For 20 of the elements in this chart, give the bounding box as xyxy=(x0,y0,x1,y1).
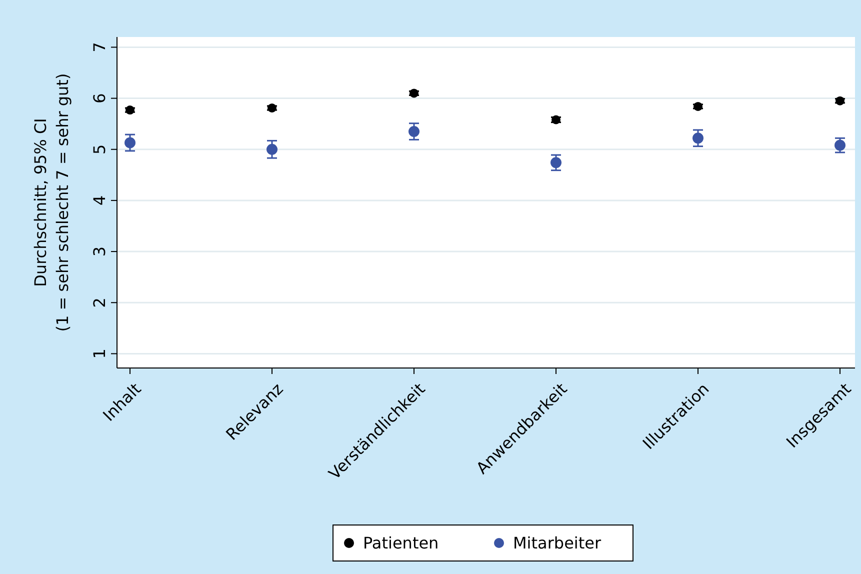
legend-label: Mitarbeiter xyxy=(513,534,602,553)
y-tick-label: 2 xyxy=(90,298,109,308)
point xyxy=(124,137,136,148)
point xyxy=(550,157,562,168)
point xyxy=(266,144,278,155)
y-tick-label: 7 xyxy=(90,42,109,52)
point xyxy=(126,106,134,115)
point xyxy=(408,126,420,137)
y-axis-title: Durchschnitt, 95% CI (1 = sehr schlecht 7 = sehr gut) xyxy=(31,73,72,332)
point xyxy=(694,102,702,111)
y-tick-label: 3 xyxy=(90,246,109,257)
point xyxy=(836,96,844,106)
point xyxy=(410,88,418,98)
legend-label: Patienten xyxy=(363,534,439,553)
y-tick-label: 4 xyxy=(90,195,109,206)
point xyxy=(692,132,704,144)
y-tick-label: 1 xyxy=(90,348,109,359)
y-tick-label: 6 xyxy=(90,93,109,104)
y-tick-label: 5 xyxy=(90,144,109,154)
point xyxy=(834,140,846,151)
